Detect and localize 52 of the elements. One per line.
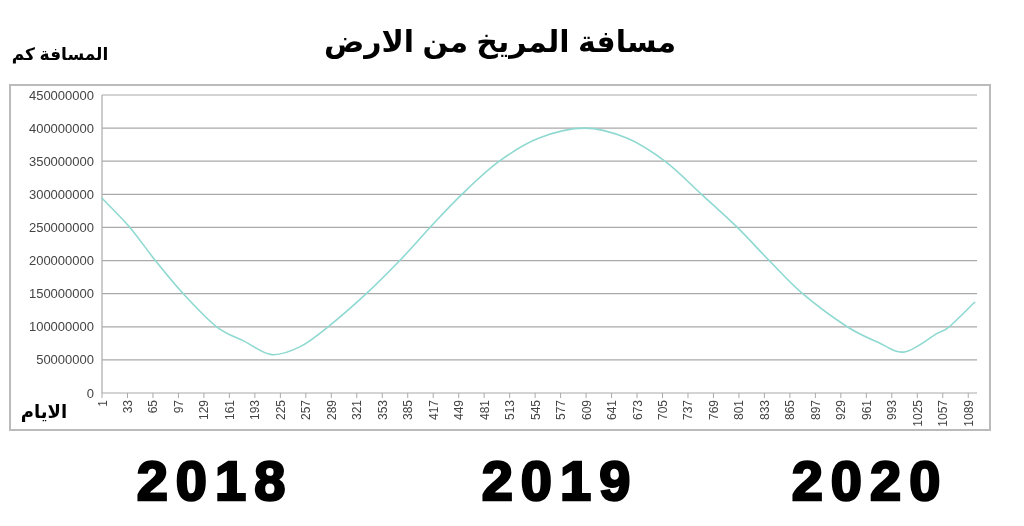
x-axis-title: الايام (20, 402, 68, 422)
x-tick-label: 257 (299, 399, 314, 421)
x-tick-label: 1089 (961, 399, 976, 427)
x-tick-label: 353 (375, 399, 390, 421)
x-tick-label: 705 (656, 399, 671, 421)
y-tick-label: 150000000 (28, 286, 94, 302)
x-tick-label: 1057 (936, 399, 951, 427)
x-tick-label: 513 (503, 399, 518, 421)
x-tick-label: 737 (681, 399, 696, 421)
x-tick-label: 385 (401, 399, 416, 421)
x-tick-label: 801 (732, 399, 747, 421)
x-tick-label: 289 (324, 399, 339, 421)
y-tick-label: 450000000 (28, 87, 94, 103)
x-tick-label: 897 (808, 399, 823, 421)
x-tick-label: 929 (834, 399, 849, 421)
x-tick-label: 993 (885, 399, 900, 421)
x-tick-label: 1025 (910, 399, 925, 427)
x-tick-label: 769 (706, 399, 721, 421)
x-tick-label: 641 (605, 399, 620, 421)
x-tick-label: 865 (783, 399, 798, 421)
x-tick-label: 225 (273, 399, 288, 421)
y-tick-label: 300000000 (28, 186, 94, 202)
y-tick-label: 400000000 (28, 120, 94, 136)
x-tick-label: 33 (120, 399, 135, 414)
text: 2019 (481, 449, 639, 512)
y-tick-label: 200000000 (28, 253, 94, 269)
y-tick-label: 350000000 (28, 153, 94, 169)
y-tick-label: 0 (86, 385, 94, 401)
chart-title: مسافة المريخ من الارض (323, 25, 677, 59)
x-tick-label: 609 (579, 399, 594, 421)
text: 2020 (791, 449, 949, 512)
line-series (101, 127, 976, 356)
x-tick-label: 1 (95, 399, 110, 407)
x-tick-label: 545 (528, 399, 543, 421)
x-tick-label: 97 (171, 399, 186, 414)
x-tick-label: 961 (859, 399, 874, 421)
x-tick-label: 417 (426, 399, 441, 421)
x-tick-label: 193 (248, 399, 263, 421)
x-tick-label: 833 (757, 399, 772, 421)
x-tick-label: 577 (554, 399, 569, 421)
x-tick-label: 449 (452, 399, 467, 421)
text: 2018 (136, 449, 294, 512)
y-tick-label: 50000000 (36, 352, 94, 368)
x-tick-label: 65 (146, 399, 161, 414)
x-tick-label: 129 (197, 399, 212, 421)
x-tick-label: 481 (477, 399, 492, 421)
x-tick-label: 161 (222, 399, 237, 421)
x-tick-label: 321 (350, 399, 365, 421)
x-tick-label: 673 (630, 399, 645, 421)
y-tick-label: 250000000 (28, 219, 94, 235)
y-tick-label: 100000000 (28, 319, 94, 335)
y-axis-title: المسافة كم (11, 45, 109, 64)
